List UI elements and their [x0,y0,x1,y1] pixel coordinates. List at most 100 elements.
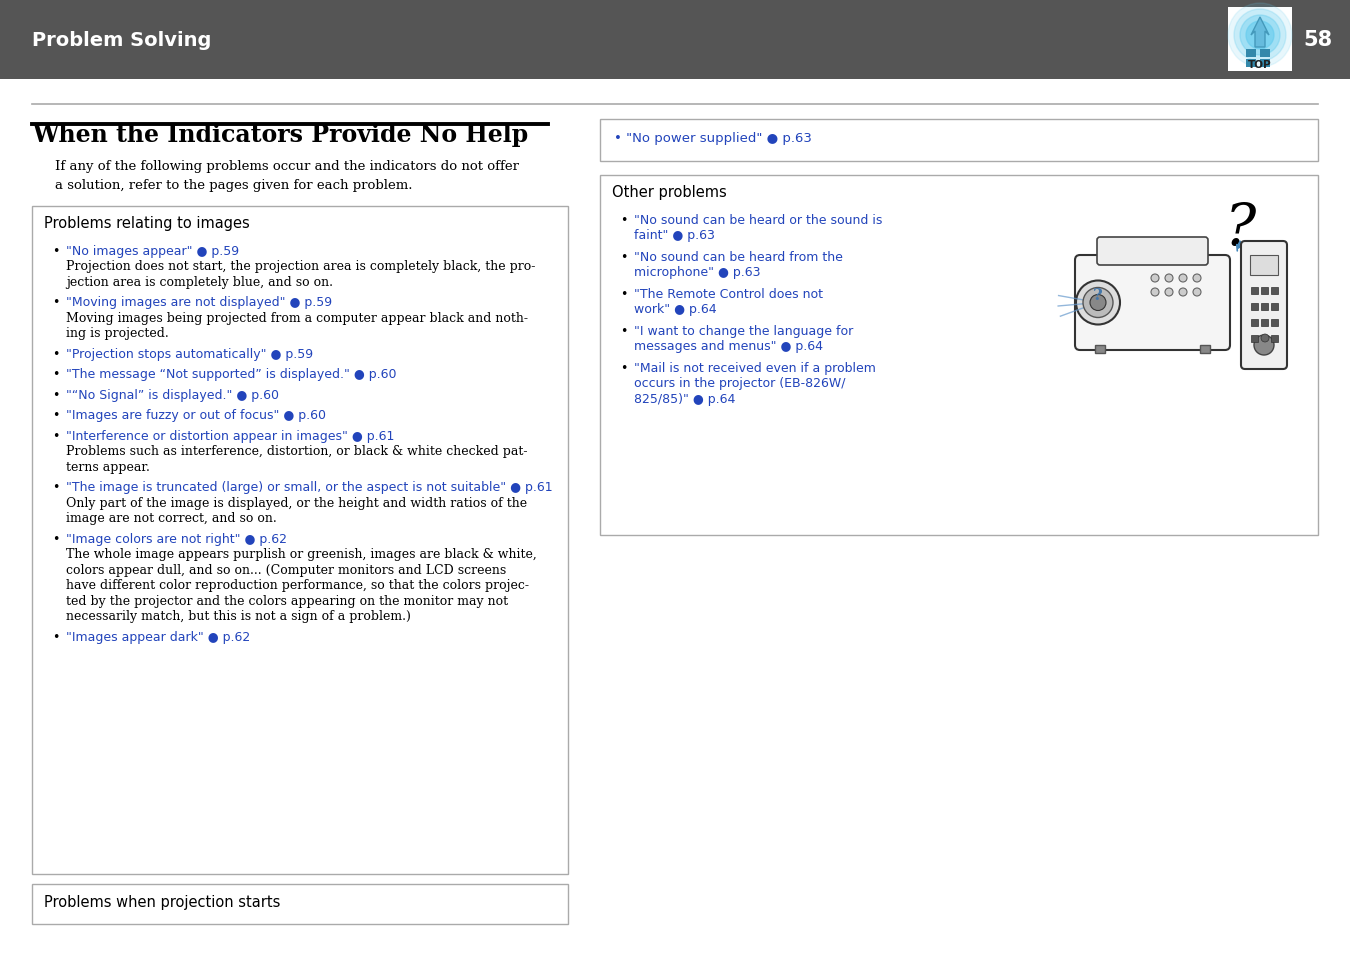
Circle shape [1179,274,1187,283]
Text: •: • [620,361,628,375]
Text: a solution, refer to the pages given for each problem.: a solution, refer to the pages given for… [55,179,413,192]
Text: •: • [620,325,628,337]
Polygon shape [1251,18,1269,48]
Circle shape [1165,274,1173,283]
Text: •: • [53,296,59,309]
Text: faint" ● p.63: faint" ● p.63 [634,230,716,242]
Text: •: • [53,348,59,360]
Bar [1260,50,1270,58]
Bar [599,120,1318,162]
Circle shape [1193,274,1202,283]
Text: "The Remote Control does not: "The Remote Control does not [634,288,824,301]
Circle shape [1165,289,1173,296]
Text: If any of the following problems occur and the indicators do not offer: If any of the following problems occur a… [55,160,518,172]
Text: occurs in the projector (EB-826W/: occurs in the projector (EB-826W/ [634,377,845,390]
Text: "The message “Not supported” is displayed." ● p.60: "The message “Not supported” is displaye… [66,368,397,381]
Text: 825/85)" ● p.64: 825/85)" ● p.64 [634,393,736,406]
FancyBboxPatch shape [1075,255,1230,351]
Circle shape [1193,289,1202,296]
Text: "No sound can be heard from the: "No sound can be heard from the [634,251,842,264]
Text: Moving images being projected from a computer appear black and noth-: Moving images being projected from a com… [66,312,528,325]
Text: •: • [620,251,628,264]
Bar [1251,335,1258,343]
Text: Problems relating to images: Problems relating to images [45,215,250,231]
Text: ?: ? [1224,201,1256,257]
Circle shape [1241,16,1280,56]
Circle shape [1246,22,1274,50]
Text: "Moving images are not displayed" ● p.59: "Moving images are not displayed" ● p.59 [66,296,332,309]
Text: Problem Solving: Problem Solving [32,30,212,50]
Text: ?: ? [1094,287,1103,304]
Bar [1270,304,1278,311]
Text: "“No Signal” is displayed." ● p.60: "“No Signal” is displayed." ● p.60 [66,389,279,401]
Text: have different color reproduction performance, so that the colors projec-: have different color reproduction perfor… [66,578,529,592]
Bar [1250,255,1278,275]
Text: • "No power supplied" ● p.63: • "No power supplied" ● p.63 [614,132,811,145]
Circle shape [1152,274,1160,283]
Bar [1270,335,1278,343]
Text: "Mail is not received even if a problem: "Mail is not received even if a problem [634,361,876,375]
Text: microphone" ● p.63: microphone" ● p.63 [634,266,760,279]
Bar [1246,50,1256,58]
Bar [1228,8,1292,71]
Text: Problems when projection starts: Problems when projection starts [45,894,281,909]
Text: •: • [620,213,628,227]
Bar [1260,60,1270,68]
Circle shape [1089,295,1106,312]
Text: "The image is truncated (large) or small, or the aspect is not suitable" ● p.61: "The image is truncated (large) or small… [66,481,552,494]
Text: Problems such as interference, distortion, or black & white checked pat-: Problems such as interference, distortio… [66,445,528,458]
Circle shape [1083,288,1112,318]
Text: Projection does not start, the projection area is completely black, the pro-: Projection does not start, the projectio… [66,260,536,274]
Bar [1261,319,1268,327]
Circle shape [1076,281,1120,325]
Text: necessarily match, but this is not a sign of a problem.): necessarily match, but this is not a sig… [66,610,410,623]
FancyBboxPatch shape [1241,242,1287,370]
Text: "I want to change the language for: "I want to change the language for [634,325,853,337]
Text: jection area is completely blue, and so on.: jection area is completely blue, and so … [66,275,333,289]
Bar [1251,304,1258,311]
Text: "No images appear" ● p.59: "No images appear" ● p.59 [66,245,239,257]
Bar [1270,288,1278,294]
Text: •: • [53,368,59,381]
Text: TOP: TOP [1249,60,1272,70]
Text: 58: 58 [1304,30,1332,50]
Bar [32,207,568,874]
Circle shape [1234,10,1287,62]
Text: "Interference or distortion appear in images" ● p.61: "Interference or distortion appear in im… [66,430,394,442]
Bar [1095,346,1106,354]
Bar [1261,304,1268,311]
Text: "Images are fuzzy or out of focus" ● p.60: "Images are fuzzy or out of focus" ● p.6… [66,409,325,422]
Text: Other problems: Other problems [612,185,726,200]
Text: "No sound can be heard or the sound is: "No sound can be heard or the sound is [634,213,883,227]
Text: "Image colors are not right" ● p.62: "Image colors are not right" ● p.62 [66,533,288,545]
Circle shape [1179,289,1187,296]
Circle shape [1152,289,1160,296]
Text: When the Indicators Provide No Help: When the Indicators Provide No Help [32,123,528,147]
Bar [1261,288,1268,294]
Bar [1270,319,1278,327]
Text: •: • [53,630,59,643]
Text: Only part of the image is displayed, or the height and width ratios of the: Only part of the image is displayed, or … [66,497,526,510]
Text: •: • [53,481,59,494]
Bar [1251,288,1258,294]
Circle shape [1228,4,1292,68]
Text: •: • [53,409,59,422]
Text: •: • [53,389,59,401]
Text: "Images appear dark" ● p.62: "Images appear dark" ● p.62 [66,630,250,643]
Text: •: • [620,288,628,301]
Bar [1246,60,1256,68]
Text: image are not correct, and so on.: image are not correct, and so on. [66,512,277,525]
Text: •: • [53,533,59,545]
Text: ing is projected.: ing is projected. [66,327,169,340]
Bar [599,175,1318,536]
Text: ted by the projector and the colors appearing on the monitor may not: ted by the projector and the colors appe… [66,595,508,607]
Circle shape [1261,335,1269,343]
Text: "Projection stops automatically" ● p.59: "Projection stops automatically" ● p.59 [66,348,313,360]
Text: work" ● p.64: work" ● p.64 [634,303,717,316]
Text: •: • [53,245,59,257]
Text: The whole image appears purplish or greenish, images are black & white,: The whole image appears purplish or gree… [66,548,537,561]
Bar [1200,346,1210,354]
Bar [32,884,568,924]
Bar [1251,319,1258,327]
Text: •: • [53,430,59,442]
